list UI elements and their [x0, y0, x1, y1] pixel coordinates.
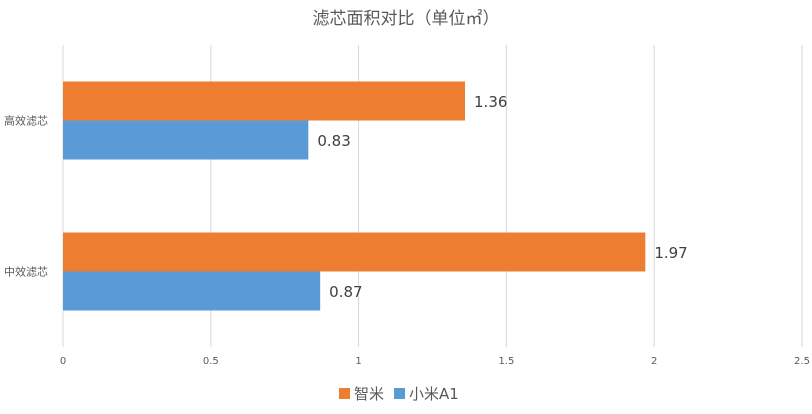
data-label: 0.87	[329, 283, 362, 301]
data-label: 0.83	[317, 132, 350, 150]
bar	[63, 120, 309, 160]
x-tick-label: 2.5	[794, 356, 810, 367]
x-tick-label: 1.5	[498, 356, 514, 367]
category-label: 高效滤芯	[4, 114, 48, 128]
legend-swatch	[394, 388, 406, 399]
data-label: 1.97	[654, 244, 687, 262]
x-tick-label: 1	[355, 356, 361, 367]
category-label: 中效滤芯	[4, 265, 48, 279]
legend-label: 智米	[354, 385, 384, 403]
legend-label: 小米A1	[409, 385, 459, 403]
legend-swatch	[339, 388, 350, 399]
data-labels: 1.36 0.83 1.97 0.87	[317, 93, 687, 301]
x-tick-label: 0.5	[203, 356, 219, 367]
x-tick-label: 0	[60, 356, 66, 367]
bar	[63, 271, 321, 311]
x-tick-label: 2	[651, 356, 657, 367]
data-label: 1.36	[474, 93, 507, 111]
chart-title: 滤芯面积对比（单位㎡）	[313, 9, 500, 29]
legend: 智米 小米A1	[339, 385, 459, 403]
bar-series	[63, 81, 646, 311]
bar	[63, 232, 646, 272]
x-axis-ticks: 0 0.5 1 1.5 2 2.5	[60, 356, 810, 367]
bar	[63, 81, 466, 121]
